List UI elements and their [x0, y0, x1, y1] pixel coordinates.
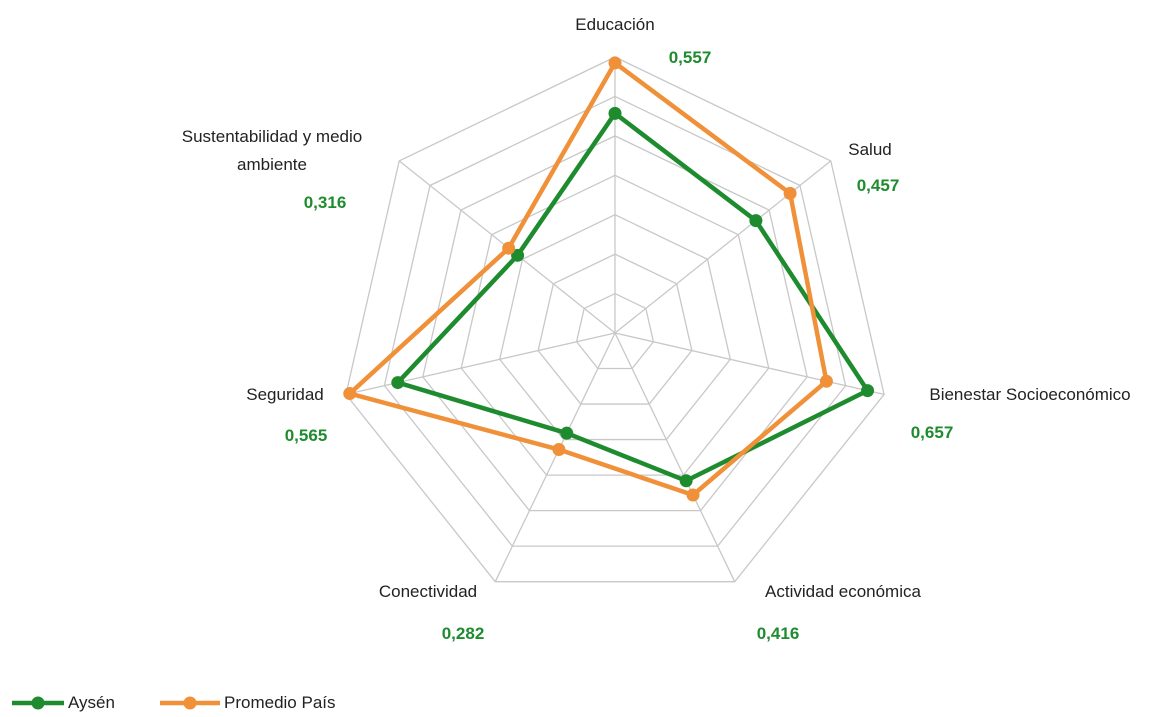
data-point: [343, 387, 357, 401]
grid-ring: [383, 95, 847, 547]
spoke: [614, 332, 736, 582]
value-label: 0,565: [284, 426, 328, 445]
data-point: [391, 376, 405, 390]
legend-label: Promedio País: [224, 693, 336, 712]
category-label: Educación: [575, 15, 655, 34]
category-label: Actividad económica: [765, 582, 921, 601]
category-label: Conectividad: [378, 582, 478, 601]
data-point: [552, 443, 566, 457]
spoke: [614, 332, 885, 396]
legend-label: Aysén: [68, 693, 115, 712]
grid-ring: [575, 292, 655, 370]
spoke: [345, 332, 616, 396]
data-point: [679, 474, 693, 488]
value-label: 0,282: [441, 624, 485, 643]
category-label: Bienestar Socioeconómico: [929, 385, 1131, 404]
data-point: [502, 241, 516, 255]
legend-marker: [183, 696, 197, 710]
data-point: [783, 186, 797, 200]
data-point: [511, 248, 525, 262]
spoke: [494, 332, 616, 582]
value-label: 0,557: [668, 48, 712, 67]
grid-ring: [498, 213, 732, 441]
grid-ring: [537, 253, 693, 405]
series-line: [395, 111, 870, 484]
data-point: [608, 56, 622, 70]
value-label: 0,316: [303, 193, 347, 212]
value-label: 0,457: [856, 176, 900, 195]
data-point: [686, 488, 700, 502]
data-point: [861, 384, 875, 398]
data-point: [749, 214, 763, 228]
grid-ring: [345, 56, 885, 583]
category-label: Salud: [848, 140, 892, 159]
value-label: 0,416: [756, 624, 800, 643]
category-label: Seguridad: [246, 385, 324, 404]
data-point: [608, 106, 622, 120]
category-label: Sustentabilidad y medio ambiente: [181, 127, 363, 174]
legend-marker: [31, 696, 45, 710]
data-point: [819, 374, 833, 388]
series-line: [347, 60, 829, 498]
grid-ring: [422, 135, 808, 512]
data-point: [560, 426, 574, 440]
grid-ring: [460, 174, 770, 476]
value-label: 0,657: [910, 423, 954, 442]
